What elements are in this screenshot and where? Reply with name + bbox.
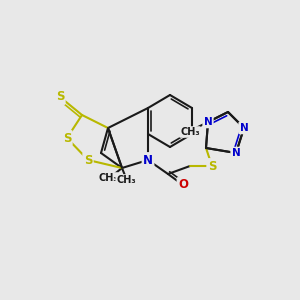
Text: S: S	[84, 154, 92, 166]
Text: CH₃: CH₃	[116, 175, 136, 185]
Text: CH₃: CH₃	[180, 127, 200, 137]
Text: N: N	[232, 148, 240, 158]
Text: CH₃: CH₃	[98, 173, 118, 183]
Text: S: S	[56, 91, 64, 103]
Text: N: N	[143, 154, 153, 166]
Text: N: N	[240, 123, 248, 133]
Text: O: O	[178, 178, 188, 191]
Text: N: N	[204, 117, 212, 127]
Text: S: S	[63, 131, 71, 145]
Text: S: S	[208, 160, 216, 172]
